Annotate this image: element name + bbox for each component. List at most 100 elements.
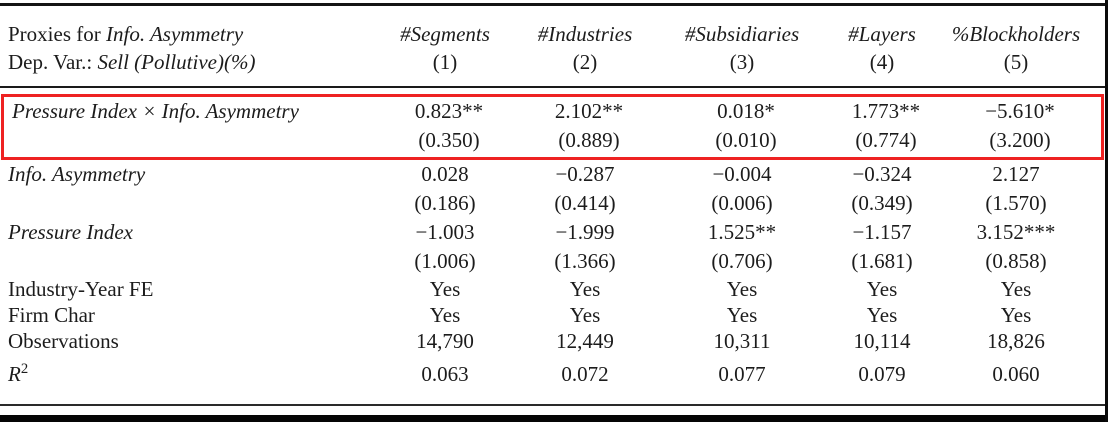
column-number: (1) xyxy=(432,50,458,74)
std-error-cell: (1.681) xyxy=(851,249,913,273)
column-number: (4) xyxy=(869,50,895,74)
header-line-proxies: Proxies for Info. Asymmetry xyxy=(8,20,382,48)
coef-cell: −0.004 xyxy=(712,162,772,186)
header-line-depvar: Dep. Var.: Sell (Pollutive)(%) xyxy=(8,48,382,76)
header-proxies-plain: Proxies for xyxy=(8,22,106,46)
value-cell: 10,311 xyxy=(713,329,771,353)
row-label-r-squared: R2 xyxy=(0,354,382,389)
coef-cell: −1.999 xyxy=(555,220,615,244)
value-cell: 10,114 xyxy=(853,329,911,353)
value-cell: 0.077 xyxy=(718,362,766,386)
value-cell: 0.063 xyxy=(421,362,469,386)
std-error-cell: (0.889) xyxy=(558,128,620,152)
column-number: (2) xyxy=(572,50,598,74)
value-cell: Yes xyxy=(569,303,601,327)
std-error-cell: (0.414) xyxy=(554,191,616,215)
column-name: %Blockholders xyxy=(951,22,1081,46)
r-squared-exponent: 2 xyxy=(20,361,29,377)
coef-cell: −0.287 xyxy=(555,162,615,186)
std-error-cell: (0.186) xyxy=(414,191,476,215)
value-cell: Yes xyxy=(726,277,758,301)
std-error-cell: (0.010) xyxy=(715,128,777,152)
value-cell: 0.079 xyxy=(858,362,906,386)
row-label: Pressure Index xyxy=(8,220,133,244)
value-cell: Yes xyxy=(569,277,601,301)
column-header-industries: #Industries (2) xyxy=(508,20,662,76)
std-error-cell: (1.570) xyxy=(985,191,1047,215)
column-header-layers: #Layers (4) xyxy=(822,20,942,76)
coef-cell: 1.525** xyxy=(707,220,777,244)
std-error-cell: (0.774) xyxy=(855,128,917,152)
std-error-cell: (3.200) xyxy=(989,128,1051,152)
coef-cell: −0.324 xyxy=(852,162,912,186)
r-squared-base: R xyxy=(8,362,21,386)
row-label: Pressure Index × Info. Asymmetry xyxy=(12,99,299,123)
table-row-pressure-se: (1.006) (1.366) (0.706) (1.681) (0.858) xyxy=(0,247,1105,276)
column-header-blockholders: %Blockholders (5) xyxy=(942,20,1090,76)
value-cell: 12,449 xyxy=(556,329,614,353)
top-rule xyxy=(0,3,1105,6)
coef-cell: 2.127 xyxy=(992,162,1040,186)
coef-cell: 2.102** xyxy=(554,99,624,123)
value-cell: Yes xyxy=(429,303,461,327)
value-cell: 18,826 xyxy=(987,329,1045,353)
table-header: Proxies for Info. Asymmetry Dep. Var.: S… xyxy=(0,6,1105,86)
std-error-cell: (0.350) xyxy=(418,128,480,152)
header-depvar-plain: Dep. Var.: xyxy=(8,50,98,74)
value-cell: Yes xyxy=(866,277,898,301)
row-group-pressure-index: Pressure Index −1.003 −1.999 1.525** −1.… xyxy=(0,218,1105,276)
row-label: Info. Asymmetry xyxy=(8,162,146,186)
coef-cell: −5.610* xyxy=(985,99,1055,123)
header-label-cell: Proxies for Info. Asymmetry Dep. Var.: S… xyxy=(0,20,382,76)
std-error-cell: (1.006) xyxy=(414,249,476,273)
row-group-info-asymmetry: Info. Asymmetry 0.028 −0.287 −0.004 −0.3… xyxy=(0,160,1105,218)
value-cell: Yes xyxy=(1000,303,1032,327)
table-row-interaction-se: (0.350) (0.889) (0.010) (0.774) (3.200) xyxy=(4,126,1101,155)
std-error-cell: (0.706) xyxy=(711,249,773,273)
value-cell: Yes xyxy=(429,277,461,301)
header-depvar-italic: Sell (Pollutive)(%) xyxy=(97,50,256,74)
bottom-rule-thin xyxy=(0,404,1105,406)
table-row-infoasym-coef: Info. Asymmetry 0.028 −0.287 −0.004 −0.3… xyxy=(0,160,1105,189)
coef-cell: 1.773** xyxy=(851,99,921,123)
std-error-cell: (0.858) xyxy=(985,249,1047,273)
column-header-segments: #Segments (1) xyxy=(382,20,508,76)
value-cell: Yes xyxy=(726,303,758,327)
table-row-firm-char: Firm Char Yes Yes Yes Yes Yes xyxy=(0,302,1105,328)
row-label: Observations xyxy=(8,329,119,353)
column-number: (5) xyxy=(1003,50,1029,74)
column-name: #Layers xyxy=(848,22,916,46)
std-error-cell: (0.006) xyxy=(711,191,773,215)
std-error-cell: (0.349) xyxy=(851,191,913,215)
coef-cell: −1.157 xyxy=(852,220,912,244)
value-cell: 14,790 xyxy=(416,329,474,353)
highlight-box: Pressure Index × Info. Asymmetry 0.823**… xyxy=(1,94,1104,160)
row-label: Firm Char xyxy=(8,303,95,327)
table-row-pressure-coef: Pressure Index −1.003 −1.999 1.525** −1.… xyxy=(0,218,1105,247)
table-row-observations: Observations 14,790 12,449 10,311 10,114… xyxy=(0,328,1105,354)
column-name: #Industries xyxy=(537,22,633,46)
column-number: (3) xyxy=(729,50,755,74)
column-header-subsidiaries: #Subsidiaries (3) xyxy=(662,20,822,76)
value-cell: Yes xyxy=(866,303,898,327)
coef-cell: −1.003 xyxy=(415,220,475,244)
table-row-infoasym-se: (0.186) (0.414) (0.006) (0.349) (1.570) xyxy=(0,189,1105,218)
coef-cell: 0.018* xyxy=(717,99,775,123)
column-name: #Segments xyxy=(400,22,490,46)
value-cell: Yes xyxy=(1000,277,1032,301)
table-row-interaction-coef: Pressure Index × Info. Asymmetry 0.823**… xyxy=(4,97,1101,126)
std-error-cell: (1.366) xyxy=(554,249,616,273)
column-name: #Subsidiaries xyxy=(684,22,800,46)
table-row-r-squared: R2 0.063 0.072 0.077 0.079 0.060 xyxy=(0,354,1105,389)
table-row-industry-year-fe: Industry-Year FE Yes Yes Yes Yes Yes xyxy=(0,276,1105,302)
header-proxies-italic: Info. Asymmetry xyxy=(106,22,244,46)
header-rule xyxy=(0,86,1105,88)
coef-cell: 0.823** xyxy=(414,99,484,123)
coef-cell: 3.152*** xyxy=(976,220,1056,244)
coef-cell: 0.028 xyxy=(421,162,469,186)
row-label: Industry-Year FE xyxy=(8,277,154,301)
value-cell: 0.072 xyxy=(561,362,609,386)
value-cell: 0.060 xyxy=(992,362,1040,386)
bottom-rule-thick xyxy=(0,415,1105,422)
